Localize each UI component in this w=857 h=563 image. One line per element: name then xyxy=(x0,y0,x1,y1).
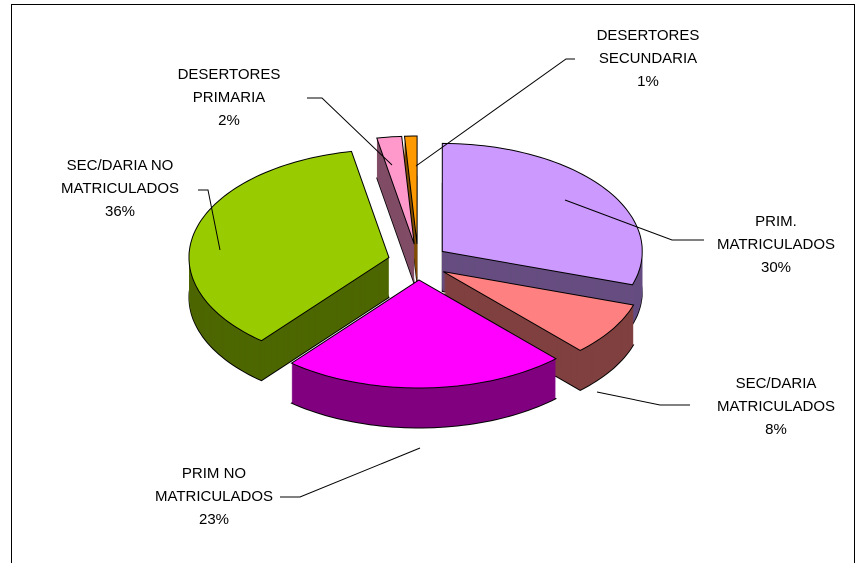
category-name: PRIM. MATRICULADOS xyxy=(716,213,836,253)
leader-line xyxy=(596,391,690,406)
percent-label: 36% xyxy=(104,203,136,220)
leader-line xyxy=(280,447,421,498)
slice-label: PRIM. MATRICULADOS 30% xyxy=(706,210,846,279)
slice-label: DESERTORES PRIMARIA 2% xyxy=(159,63,299,132)
percent-label: 8% xyxy=(765,421,787,438)
slice-label: SEC/DARIA NO MATRICULADOS 36% xyxy=(50,154,190,223)
leader-line xyxy=(198,189,221,251)
category-name: SEC/DARIA MATRICULADOS xyxy=(716,375,836,415)
leader-line xyxy=(415,58,575,167)
leader-line xyxy=(307,97,393,166)
pie-slice xyxy=(290,279,557,429)
percent-label: 1% xyxy=(637,73,659,90)
slice-label: DESERTORES SECUNDARIA 1% xyxy=(578,24,718,93)
slice-top xyxy=(188,150,390,342)
slice-label: PRIM NO MATRICULADOS 23% xyxy=(144,462,284,531)
slice-top xyxy=(290,279,557,389)
slice-top xyxy=(441,142,643,286)
pie-slice xyxy=(376,135,415,285)
slice-top xyxy=(443,271,635,351)
category-name: DESERTORES PRIMARIA xyxy=(177,66,281,106)
slice-label: SEC/DARIA MATRICULADOS 8% xyxy=(706,372,846,441)
slice-top xyxy=(376,135,415,245)
category-name: PRIM NO MATRICULADOS xyxy=(154,465,274,505)
pie-slice xyxy=(188,150,390,382)
pie-slice xyxy=(441,142,643,326)
category-name: DESERTORES SECUNDARIA xyxy=(596,27,700,67)
percent-label: 2% xyxy=(218,112,240,129)
leader-line xyxy=(564,199,704,241)
slice-top xyxy=(403,135,418,245)
chart-frame xyxy=(11,4,855,563)
percent-label: 30% xyxy=(760,259,792,276)
category-name: SEC/DARIA NO MATRICULADOS xyxy=(60,157,180,197)
percent-label: 23% xyxy=(198,511,230,528)
